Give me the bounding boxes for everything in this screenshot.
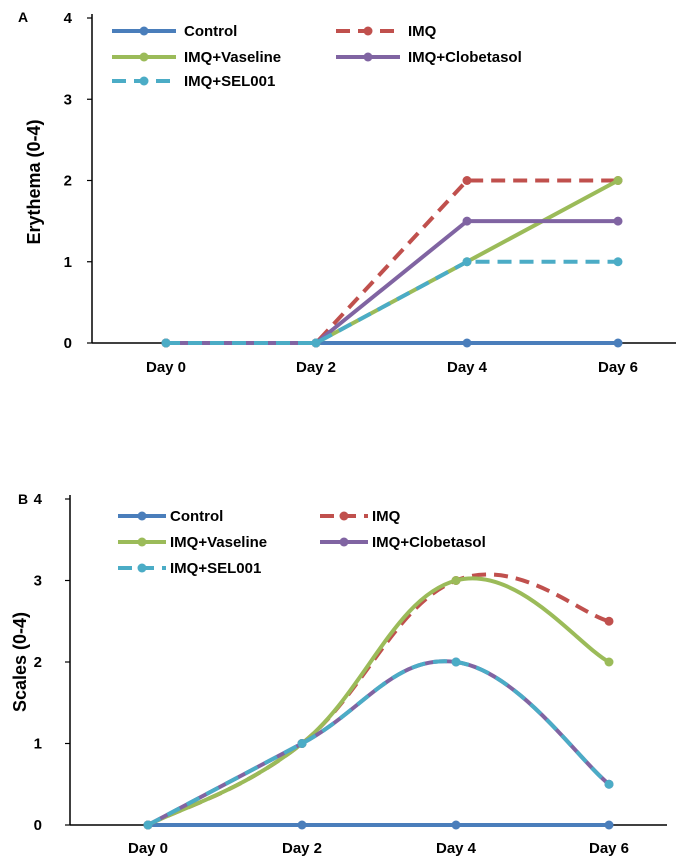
legend-item-imq-vaseline: IMQ+Vaseline: [118, 534, 267, 551]
legend-label: Control: [170, 508, 223, 525]
legend-item-imq-sel001: IMQ+SEL001: [112, 73, 275, 90]
data-point-imq-sel001: [311, 338, 321, 348]
y-tick-label: 3: [64, 91, 72, 108]
legend-marker: [137, 537, 147, 547]
legend-marker: [137, 563, 147, 573]
data-point-imq-sel001: [462, 257, 472, 267]
legend-label: IMQ+Vaseline: [170, 534, 267, 551]
legend-label: IMQ+Vaseline: [184, 49, 281, 66]
x-tick-label: Day 0: [146, 359, 186, 376]
y-axis-title: Scales (0-4): [10, 612, 30, 712]
legend-marker: [363, 26, 373, 36]
legend-label: IMQ+SEL001: [184, 73, 275, 90]
data-point-imq-clobetasol: [462, 216, 472, 226]
data-point-imq-clobetasol: [613, 216, 623, 226]
legend-item-imq-clobetasol: IMQ+Clobetasol: [320, 534, 486, 551]
legend-marker: [339, 537, 349, 547]
y-tick-label: 2: [34, 654, 42, 671]
y-tick-label: 0: [64, 335, 72, 352]
y-tick-label: 0: [34, 817, 42, 834]
data-point-imq: [604, 616, 614, 626]
data-point-control: [604, 820, 614, 830]
y-axis-title: Erythema (0-4): [24, 119, 44, 244]
legend-marker: [339, 511, 349, 521]
x-tick-label: Day 0: [128, 840, 168, 857]
legend-item-imq: IMQ: [320, 508, 401, 525]
data-point-imq-vaseline: [604, 657, 614, 667]
chart-panel-a: A 0 1 2 3 4 Day 0 Day 2 Day 4 Day 6 Erythema (0-4)…: [18, 9, 676, 376]
legend-label: IMQ+SEL001: [170, 560, 261, 577]
legend-label: IMQ: [372, 508, 401, 525]
panel-letter: B: [18, 491, 28, 507]
legend-item-imq-clobetasol: IMQ+Clobetasol: [336, 49, 522, 66]
panel-letter: A: [18, 9, 28, 25]
data-point-control: [297, 820, 307, 830]
legend-item-imq-vaseline: IMQ+Vaseline: [112, 49, 281, 66]
data-point-control: [451, 820, 461, 830]
legend-marker: [363, 52, 373, 62]
data-point-imq-sel001: [161, 338, 171, 348]
legend-marker: [139, 52, 149, 62]
legend-label: IMQ: [408, 23, 437, 40]
series-line-imq-sel001: [147, 659, 611, 827]
chart-panel-b: B 0 1 2 3 4 Day 0 Day 2 Day 4 Day 6 Scales (0-4) Co…: [10, 491, 667, 857]
legend-marker: [137, 511, 147, 521]
y-tick-label: 4: [34, 491, 43, 508]
data-point-control: [462, 338, 472, 348]
data-point-imq-sel001: [613, 257, 623, 267]
y-tick-label: 1: [64, 254, 72, 271]
legend-label: IMQ+Clobetasol: [372, 534, 486, 551]
legend-marker: [139, 26, 149, 36]
data-point-imq-sel001: [604, 779, 614, 789]
y-tick-label: 1: [34, 736, 42, 753]
x-tick-label: Day 6: [589, 840, 629, 857]
data-point-imq-sel001: [451, 657, 461, 667]
legend-label: IMQ+Clobetasol: [408, 49, 522, 66]
x-tick-label: Day 6: [598, 359, 638, 376]
data-point-control: [613, 338, 623, 348]
data-point-imq-vaseline: [613, 176, 623, 185]
legend-item-imq: IMQ: [336, 23, 437, 40]
legend-item-control: Control: [112, 23, 237, 40]
data-point-imq-sel001: [297, 739, 307, 748]
y-tick-label: 4: [64, 10, 73, 27]
series-line-imq-sel001: [166, 259, 618, 345]
legend-item-imq-sel001: IMQ+SEL001: [118, 560, 261, 577]
data-point-imq-vaseline: [451, 576, 461, 585]
y-tick-label: 3: [34, 573, 42, 590]
series-line-imq-clobetasol: [166, 219, 618, 345]
x-tick-label: Day 2: [296, 359, 336, 376]
y-tick-label: 2: [64, 173, 72, 190]
x-tick-label: Day 4: [436, 840, 477, 857]
series-line-imq-vaseline: [147, 576, 610, 827]
data-point-imq: [462, 176, 472, 185]
legend-label: Control: [184, 23, 237, 40]
data-point-imq-sel001: [143, 820, 153, 830]
legend-item-control: Control: [118, 508, 223, 525]
legend-marker: [139, 76, 149, 86]
x-tick-label: Day 2: [282, 840, 322, 857]
x-tick-label: Day 4: [447, 359, 488, 376]
